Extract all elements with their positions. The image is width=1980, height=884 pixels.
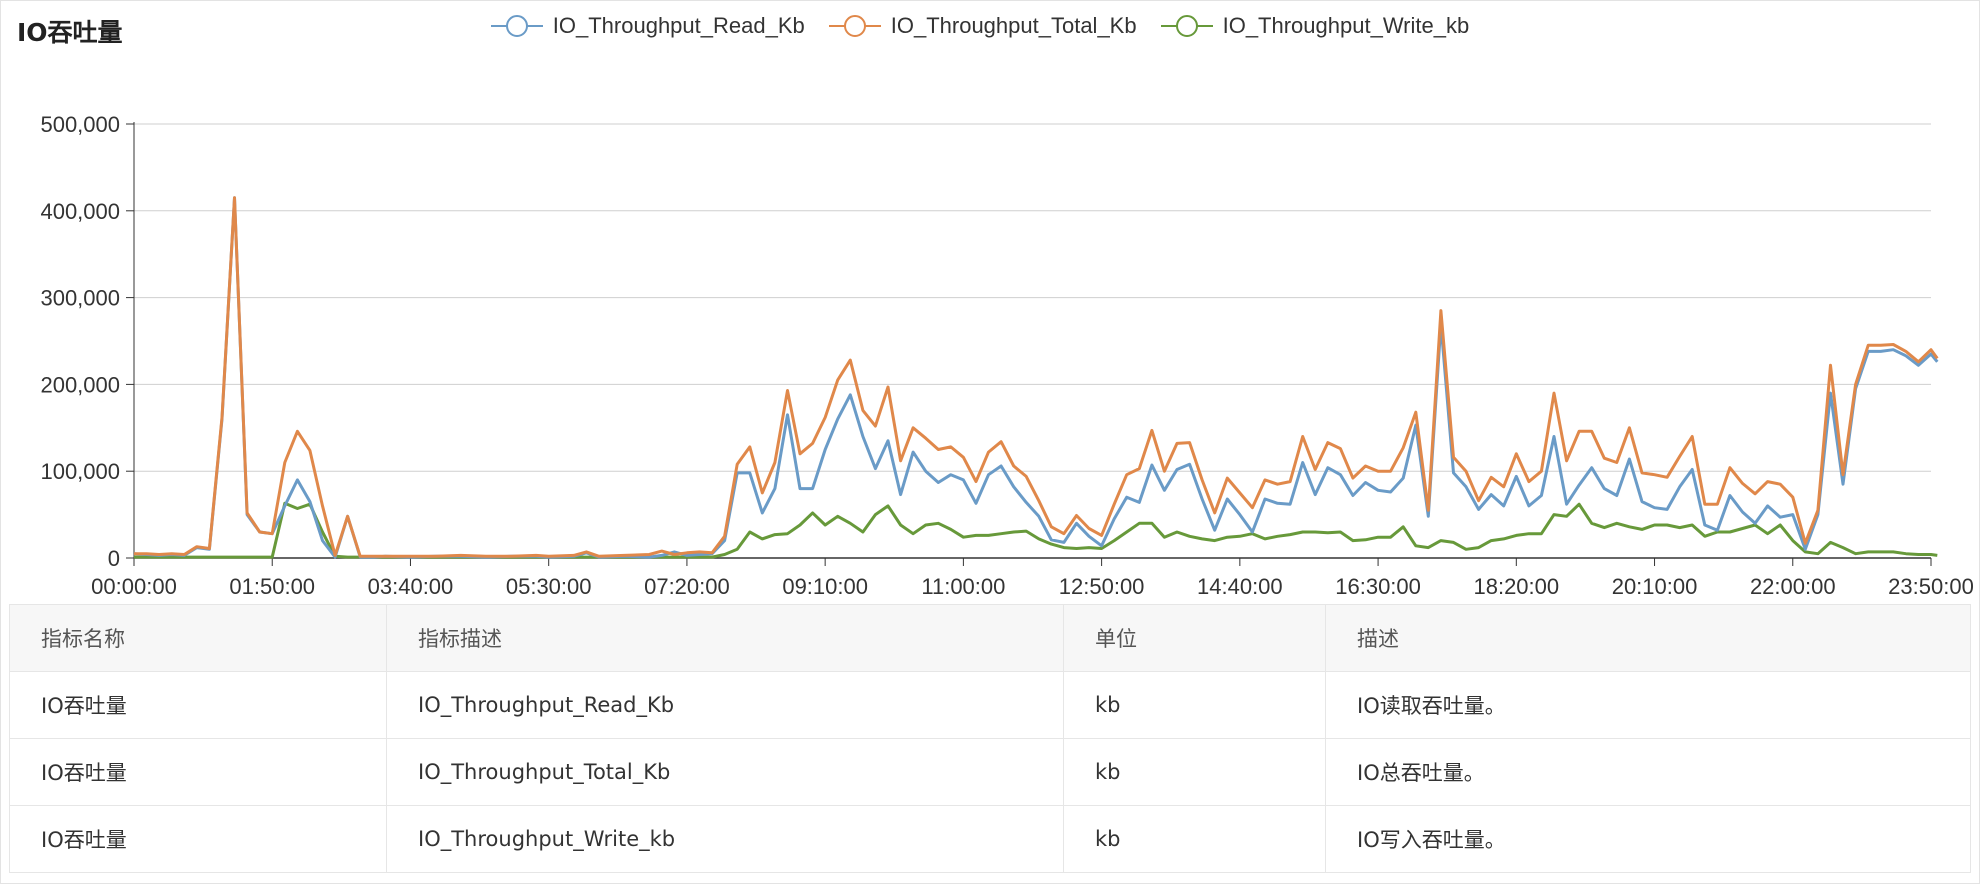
chart-legend: IO_Throughput_Read_Kb IO_Throughput_Tota… <box>0 13 1969 39</box>
y-tick-label: 500,000 <box>40 112 120 137</box>
cell-metric-desc: IO_Throughput_Total_Kb <box>386 738 1064 806</box>
header-metric-name: 指标名称 <box>9 604 387 672</box>
x-tick-label: 11:00:00 <box>921 574 1005 599</box>
x-tick-label: 01:50:00 <box>229 574 315 599</box>
x-tick-label: 09:10:00 <box>782 574 868 599</box>
cell-metric-desc: IO_Throughput_Write_kb <box>386 805 1064 873</box>
header-description: 描述 <box>1325 604 1971 672</box>
legend-label-read: IO_Throughput_Read_Kb <box>552 13 805 38</box>
cell-unit: kb <box>1063 738 1326 806</box>
x-tick-label: 22:00:00 <box>1750 574 1836 599</box>
legend-item-write[interactable]: IO_Throughput_Write_kb <box>1160 13 1470 39</box>
x-tick-label: 00:00:00 <box>91 574 177 599</box>
x-tick-label: 20:10:00 <box>1612 574 1698 599</box>
cell-metric-desc: IO_Throughput_Read_Kb <box>386 671 1064 739</box>
y-tick-label: 0 <box>108 546 120 571</box>
header-metric-desc: 指标描述 <box>386 604 1064 672</box>
io-throughput-line-chart: 0 100,000 200,000 300,000 400,000 500,000 00:0… <box>40 112 1974 599</box>
table-row: IO吞吐量 IO_Throughput_Read_Kb kb IO读取吞吐量。 <box>9 671 1971 739</box>
legend-label-write: IO_Throughput_Write_kb <box>1222 13 1470 38</box>
y-tick-label: 300,000 <box>40 286 120 311</box>
series-line-io-throughput-total-kb[interactable] <box>134 196 1939 558</box>
x-tick-label: 07:20:00 <box>644 574 730 599</box>
legend-label-total: IO_Throughput_Total_Kb <box>890 13 1137 38</box>
cell-metric-name: IO吞吐量 <box>9 738 387 806</box>
x-tick-label: 16:30:00 <box>1335 574 1421 599</box>
table-row: IO吞吐量 IO_Throughput_Total_Kb kb IO总吞吐量。 <box>9 738 1971 806</box>
x-tick-label: 18:20:00 <box>1473 574 1559 599</box>
x-tick-label: 14:40:00 <box>1197 574 1283 599</box>
cell-unit: kb <box>1063 805 1326 873</box>
cell-description: IO读取吞吐量。 <box>1325 671 1971 739</box>
x-tick-label: 12:50:00 <box>1059 574 1145 599</box>
table-header-row: 指标名称 指标描述 单位 描述 <box>9 604 1971 672</box>
cell-description: IO总吞吐量。 <box>1325 738 1971 806</box>
legend-marker-total-icon <box>828 15 881 37</box>
y-tick-label: 100,000 <box>40 459 120 484</box>
cell-unit: kb <box>1063 671 1326 739</box>
legend-item-read[interactable]: IO_Throughput_Read_Kb <box>490 13 805 39</box>
legend-item-total[interactable]: IO_Throughput_Total_Kb <box>828 13 1137 39</box>
y-tick-label: 400,000 <box>40 199 120 224</box>
x-tick-label: 23:50:00 <box>1888 574 1974 599</box>
metrics-table: 指标名称 指标描述 单位 描述 IO吞吐量 IO_Throughput_Read… <box>9 604 1971 873</box>
panel-title: IO吞吐量 <box>17 18 123 47</box>
legend-marker-read-icon <box>490 15 543 37</box>
header-unit: 单位 <box>1063 604 1326 672</box>
cell-metric-name: IO吞吐量 <box>9 805 387 873</box>
legend-marker-write-icon <box>1160 15 1213 37</box>
cell-metric-name: IO吞吐量 <box>9 671 387 739</box>
series-line-io-throughput-read-kb[interactable] <box>133 196 1939 559</box>
x-tick-label: 05:30:00 <box>506 574 592 599</box>
table-row: IO吞吐量 IO_Throughput_Write_kb kb IO写入吞吐量。 <box>9 805 1971 873</box>
x-tick-label: 03:40:00 <box>368 574 454 599</box>
y-tick-label: 200,000 <box>40 372 120 397</box>
cell-description: IO写入吞吐量。 <box>1325 805 1971 873</box>
